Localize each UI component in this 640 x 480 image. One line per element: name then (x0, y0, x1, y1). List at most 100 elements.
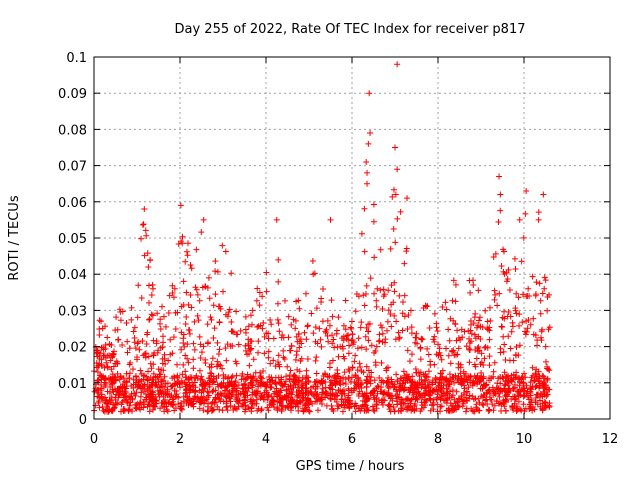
data-point (207, 369, 214, 376)
data-point (255, 349, 262, 356)
data-point (396, 394, 403, 401)
data-point (454, 327, 461, 334)
data-point (322, 379, 329, 386)
data-point (533, 279, 540, 286)
data-point (265, 354, 272, 361)
data-point (322, 329, 329, 336)
data-point (425, 368, 432, 375)
data-point (318, 396, 325, 403)
data-point (399, 327, 406, 334)
data-point (169, 375, 176, 382)
data-point (374, 285, 381, 292)
data-point (182, 352, 189, 359)
data-point (246, 362, 253, 369)
data-point (254, 285, 261, 292)
data-point (308, 390, 315, 397)
data-point (194, 393, 201, 400)
data-point (157, 405, 164, 412)
data-point (312, 398, 319, 405)
data-point (192, 284, 199, 291)
data-point (183, 313, 190, 320)
data-point (303, 367, 310, 374)
data-point (294, 338, 301, 345)
data-point (477, 323, 484, 330)
data-point (536, 384, 543, 391)
data-point (197, 399, 204, 406)
data-point (535, 209, 542, 216)
x-tick-label: 8 (434, 432, 442, 447)
data-point (287, 367, 294, 374)
data-point (183, 400, 190, 407)
data-point (259, 325, 266, 332)
data-point (479, 401, 486, 408)
data-point (132, 345, 139, 352)
data-point (119, 341, 126, 348)
data-point (457, 396, 464, 403)
data-point (355, 293, 362, 300)
data-point (264, 397, 271, 404)
data-point (482, 382, 489, 389)
data-point (386, 401, 393, 408)
data-point (368, 342, 375, 349)
data-point (223, 357, 230, 364)
data-point (397, 375, 404, 382)
data-point (287, 404, 294, 411)
data-point (457, 370, 464, 377)
data-point (358, 405, 365, 412)
data-point (396, 387, 403, 394)
x-tick-label: 2 (176, 432, 184, 447)
data-point (495, 390, 502, 397)
data-point (411, 389, 418, 396)
data-point (255, 323, 262, 330)
data-point (212, 387, 219, 394)
data-point (184, 341, 191, 348)
data-point (262, 381, 269, 388)
data-point (140, 404, 147, 411)
data-point (385, 374, 392, 381)
data-point (260, 319, 267, 326)
data-point (361, 205, 368, 212)
data-point (400, 298, 407, 305)
data-point (138, 377, 145, 384)
data-point (367, 390, 374, 397)
data-point (273, 216, 280, 223)
data-point (148, 311, 155, 318)
data-point (401, 292, 408, 299)
data-point (209, 399, 216, 406)
data-point (144, 331, 151, 338)
data-point (142, 391, 149, 398)
data-point (496, 400, 503, 407)
data-point (485, 407, 492, 414)
data-point (376, 331, 383, 338)
data-point (497, 380, 504, 387)
data-point (384, 391, 391, 398)
data-point (210, 302, 217, 309)
data-point (196, 387, 203, 394)
data-point (486, 353, 493, 360)
data-point (223, 311, 230, 318)
data-point (270, 335, 277, 342)
data-point (147, 396, 154, 403)
data-point (273, 391, 280, 398)
data-point (352, 408, 359, 415)
data-point (167, 336, 174, 343)
data-point (258, 406, 265, 413)
data-point (123, 319, 130, 326)
y-tick-label: 0.06 (58, 196, 87, 211)
data-point (378, 384, 385, 391)
data-point (393, 371, 400, 378)
data-point (198, 376, 205, 383)
data-point (158, 378, 165, 385)
data-point (224, 379, 231, 386)
data-point (362, 291, 369, 298)
data-point (542, 399, 549, 406)
data-point (264, 404, 271, 411)
data-point (288, 321, 295, 328)
data-point (96, 353, 103, 359)
data-point (225, 374, 232, 381)
data-point (149, 406, 156, 413)
data-point (117, 373, 124, 380)
data-point (132, 381, 139, 388)
data-point (427, 407, 434, 414)
data-point (467, 318, 474, 325)
